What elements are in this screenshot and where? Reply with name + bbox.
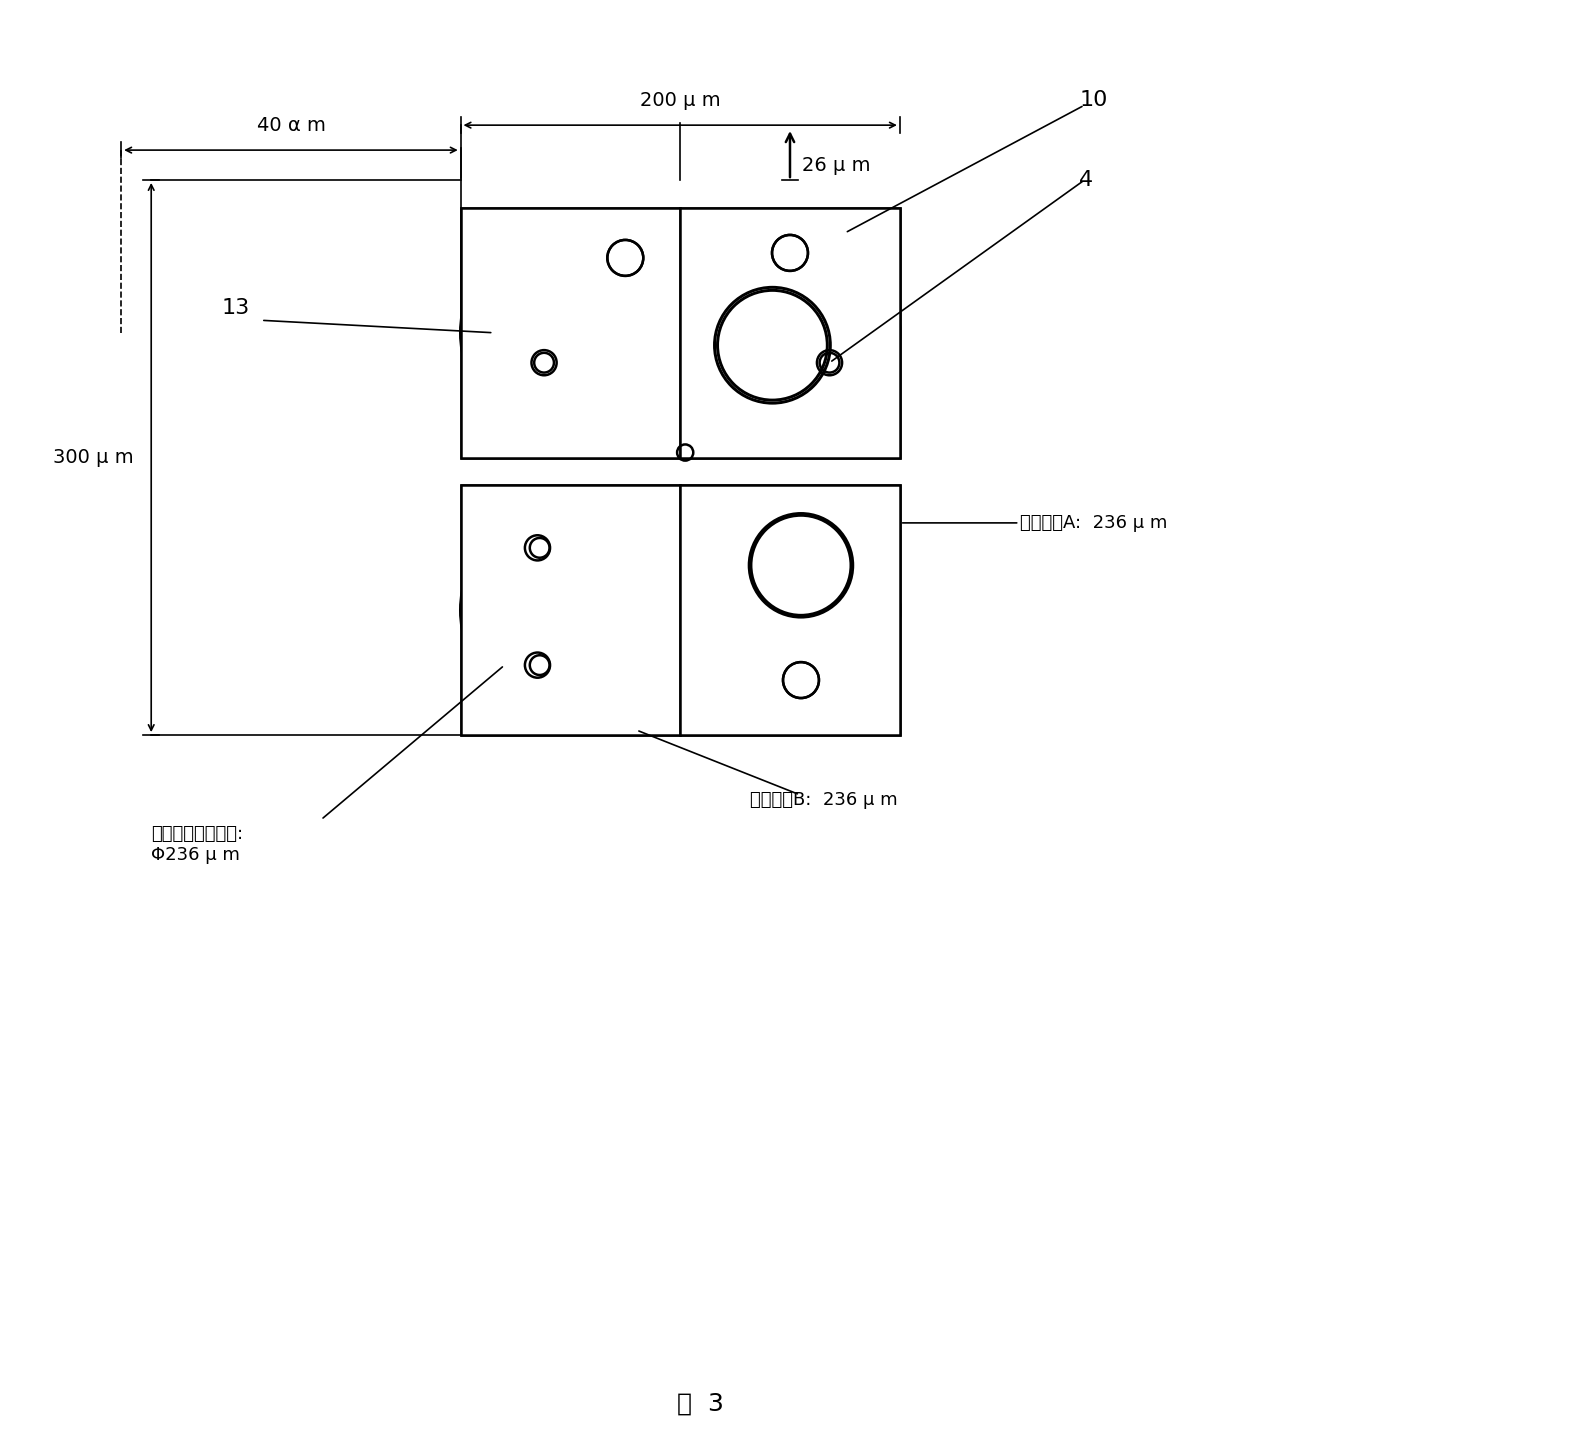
Bar <box>681 208 899 457</box>
Text: 4: 4 <box>1079 170 1094 191</box>
Bar <box>681 486 899 735</box>
Text: 13: 13 <box>221 298 249 317</box>
Bar <box>461 208 681 457</box>
Text: 元件间隔B:  236 μ m: 元件间隔B: 236 μ m <box>750 792 897 809</box>
Text: 200 μ m: 200 μ m <box>640 92 720 111</box>
Bar <box>461 486 681 735</box>
Text: 透镜部件最大直径:
Φ236 μ m: 透镜部件最大直径: Φ236 μ m <box>151 825 243 864</box>
Text: 元件间隔A:  236 μ m: 元件间隔A: 236 μ m <box>1020 514 1167 533</box>
Text: 10: 10 <box>1079 90 1108 111</box>
Text: 300 μ m: 300 μ m <box>53 448 133 467</box>
Bar <box>681 208 899 457</box>
Bar <box>461 486 681 735</box>
Text: 26 μ m: 26 μ m <box>802 156 871 175</box>
Bar <box>681 486 899 735</box>
Text: 40 α m: 40 α m <box>256 116 325 135</box>
Text: 图  3: 图 3 <box>676 1391 723 1416</box>
Bar <box>461 208 681 457</box>
